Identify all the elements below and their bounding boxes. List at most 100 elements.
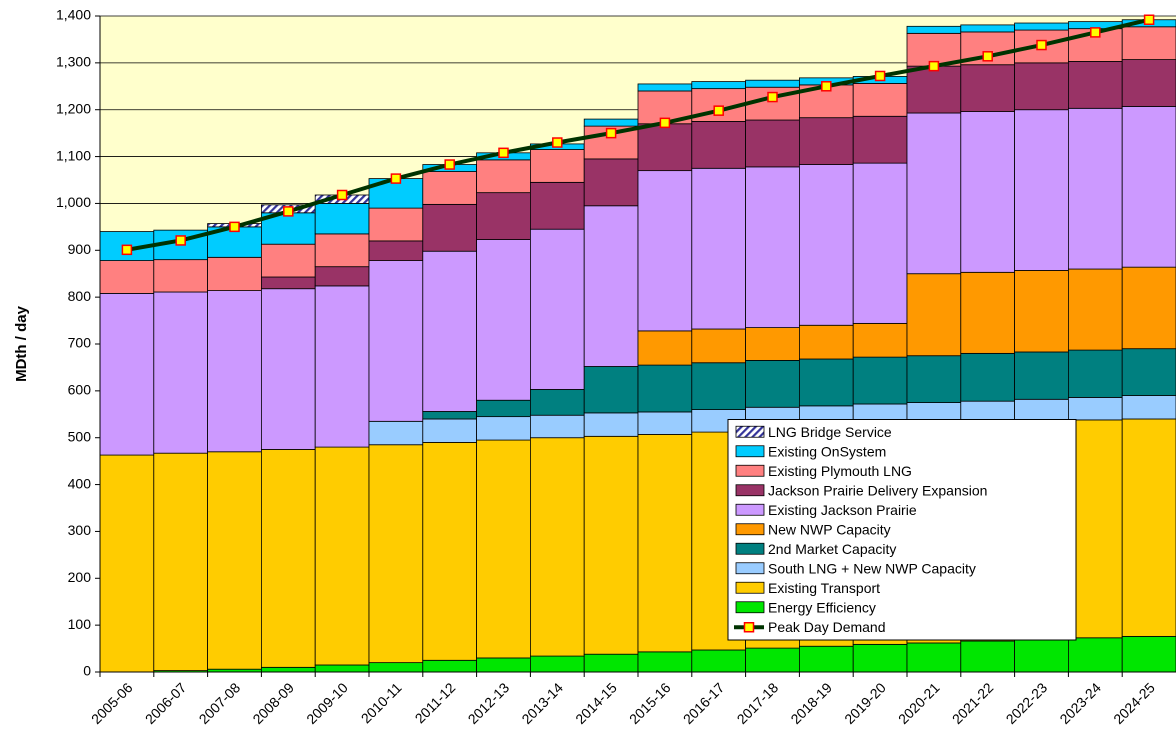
x-tick-label: 2014-15: [572, 679, 620, 727]
bar-segment: [368, 240, 424, 261]
demand-marker: [821, 81, 832, 92]
bar-segment: [314, 664, 370, 673]
bar-segment: [637, 434, 693, 653]
demand-marker: [390, 173, 402, 184]
bar-segment: [745, 327, 800, 361]
bar-segment: [745, 359, 800, 408]
y-tick-label: 300: [68, 522, 92, 538]
bar-segment: [260, 276, 316, 290]
bar-segment: [583, 158, 639, 207]
bar-segment: [960, 640, 1015, 673]
demand-marker: [552, 137, 563, 148]
bar-segment: [799, 645, 854, 673]
bar-segment: [153, 452, 209, 671]
bar-segment: [852, 83, 908, 117]
bar-segment: [530, 149, 585, 183]
bar-segment: [260, 449, 316, 668]
bar-segment: [691, 167, 746, 330]
y-axis-label: MDth / day: [13, 305, 30, 381]
bar-segment: [99, 260, 155, 294]
bar-segment: [583, 435, 639, 655]
bar-segment: [852, 356, 908, 405]
bar-segment: [260, 243, 316, 278]
legend: LNG Bridge Service Existing OnSystem Exist…: [727, 419, 1077, 641]
x-tick-label: 2015-16: [626, 679, 674, 727]
bar-segment: [1121, 635, 1176, 673]
bar-segment: [691, 362, 746, 411]
legend-swatch: [735, 562, 765, 575]
legend-label: LNG Bridge Service: [768, 424, 892, 440]
bar-segment: [422, 418, 477, 443]
bar-segment: [422, 171, 477, 205]
bar-segment: [1014, 109, 1069, 271]
x-tick-label: 2009-10: [303, 679, 351, 727]
legend-label: Peak Day Demand: [768, 619, 886, 635]
bar-segment: [207, 290, 262, 453]
bar-segment: [530, 181, 585, 230]
y-tick-label: 1,000: [56, 194, 91, 210]
bar-segment: [368, 260, 424, 422]
y-tick-label: 700: [68, 335, 92, 351]
bar-segment: [99, 454, 155, 673]
demand-marker: [175, 235, 186, 246]
legend-label: New NWP Capacity: [768, 521, 891, 537]
x-tick-label: 2023-24: [1056, 679, 1104, 727]
x-tick-label: 2005-06: [88, 679, 136, 727]
bar-segment: [906, 642, 962, 673]
bar-segment: [1121, 26, 1176, 60]
bar-segment: [1014, 270, 1069, 353]
demand-marker: [605, 127, 617, 139]
bar-segment: [368, 207, 424, 242]
demand-marker: [1143, 14, 1155, 25]
legend-label: Existing Jackson Prairie: [768, 502, 917, 518]
demand-marker: [874, 70, 886, 82]
y-tick-label: 0: [83, 663, 91, 679]
bar-segment: [960, 352, 1015, 402]
y-tick-label: 1,400: [56, 7, 91, 23]
demand-marker: [283, 206, 294, 217]
bar-segment: [637, 330, 693, 366]
x-tick-label: 2019-20: [841, 679, 889, 727]
legend-label: South LNG + New NWP Capacity: [768, 560, 976, 576]
bar-segment: [476, 439, 531, 659]
legend-swatch: [735, 601, 765, 614]
legend-box: [727, 419, 1077, 641]
bar-segment: [637, 411, 693, 435]
legend-swatch: [735, 523, 765, 536]
bar-segment: [422, 203, 477, 252]
bar-segment: [583, 118, 639, 127]
x-tick-label: 2022-23: [1003, 679, 1051, 727]
bar-segment: [368, 420, 424, 446]
legend-label: Existing OnSystem: [768, 443, 886, 459]
y-tick-label: 100: [68, 616, 92, 632]
bar-segment: [260, 666, 316, 673]
x-tick-label: 2021-22: [949, 679, 997, 727]
bar-segment: [691, 81, 746, 90]
bar-segment: [960, 64, 1015, 112]
bar-segment: [1068, 107, 1123, 270]
bar-segment: [637, 170, 693, 332]
legend-marker: [743, 622, 755, 633]
bar-segment: [153, 291, 209, 454]
bar-segment: [1014, 638, 1069, 673]
bar-segment: [153, 259, 209, 293]
x-tick-label: 2017-18: [734, 679, 782, 727]
legend-swatch: [735, 464, 765, 477]
bar-segment: [583, 205, 639, 367]
legend-swatch: [735, 542, 765, 555]
bar-segment: [422, 411, 477, 420]
legend-label: 2nd Market Capacity: [768, 541, 896, 557]
bar-segment: [260, 288, 316, 450]
y-tick-label: 400: [68, 475, 92, 491]
bar-segment: [476, 657, 531, 673]
bar-segment: [745, 166, 800, 329]
bar-segment: [99, 292, 155, 456]
bar-segment: [799, 358, 854, 407]
x-tick-label: 2018-19: [787, 679, 835, 727]
bar-segment: [1121, 106, 1176, 268]
bar-segment: [1121, 418, 1176, 637]
demand-marker: [659, 117, 671, 129]
bar-segment: [691, 328, 746, 364]
x-tick-label: 2016-17: [680, 679, 728, 727]
bar-segment: [852, 115, 908, 164]
